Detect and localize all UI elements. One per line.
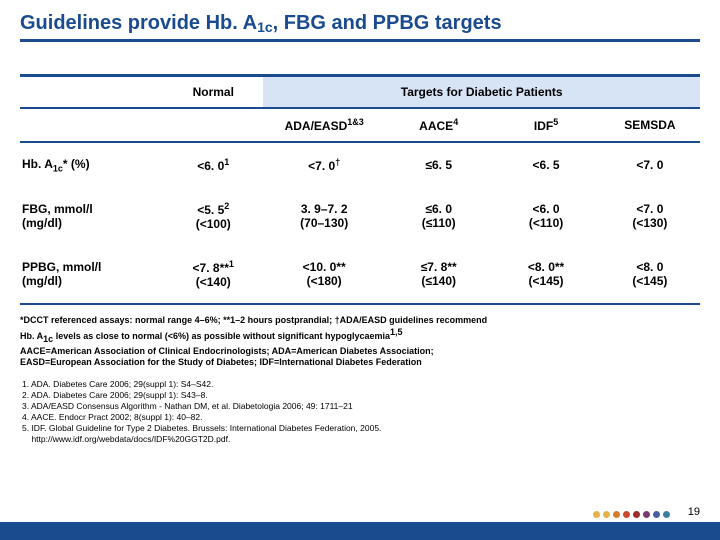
- header-idf: IDF5: [492, 108, 599, 142]
- footnote-line3: AACE=American Association of Clinical En…: [20, 346, 700, 358]
- header-aace: AACE4: [385, 108, 492, 142]
- dot-icon: [623, 511, 630, 518]
- page-number: 19: [688, 506, 700, 518]
- header-semsda: SEMSDA: [600, 108, 700, 142]
- row3-ada: <10. 0**(<180): [263, 245, 385, 304]
- row1-idf: <6. 5: [492, 142, 599, 187]
- row2-label: FBG, mmol/l(mg/dl): [20, 187, 163, 245]
- header-ada: ADA/EASD1&3: [263, 108, 385, 142]
- footnote-line1: *DCCT referenced assays: normal range 4–…: [20, 315, 700, 327]
- dot-icon: [643, 511, 650, 518]
- row-ppbg: PPBG, mmol/l(mg/dl) <7. 8**1(<140) <10. …: [20, 245, 700, 304]
- row3-idf: <8. 0**(<145): [492, 245, 599, 304]
- row1-aace: ≤6. 5: [385, 142, 492, 187]
- row1-ada: <7. 0†: [263, 142, 385, 187]
- header2-blank2: [163, 108, 263, 142]
- header-blank: [20, 76, 163, 109]
- header-normal: Normal: [163, 76, 263, 109]
- ref-2: 2. ADA. Diabetes Care 2006; 29(suppl 1):…: [22, 390, 700, 401]
- dot-icon: [633, 511, 640, 518]
- targets-table: Normal Targets for Diabetic Patients ADA…: [20, 74, 700, 305]
- row3-aace: ≤7. 8**(≤140): [385, 245, 492, 304]
- dot-icon: [613, 511, 620, 518]
- slide: Guidelines provide Hb. A1c, FBG and PPBG…: [0, 0, 720, 540]
- row-hba1c: Hb. A1c* (%) <6. 01 <7. 0† ≤6. 5 <6. 5 <…: [20, 142, 700, 187]
- footnote-line4: EASD=European Association for the Study …: [20, 357, 700, 369]
- footnotes: *DCCT referenced assays: normal range 4–…: [20, 315, 700, 369]
- title-subscript: 1c: [257, 19, 273, 35]
- header2-blank: [20, 108, 163, 142]
- ref-6: http://www.idf.org/webdata/docs/IDF%20GG…: [22, 434, 700, 445]
- table-container: Normal Targets for Diabetic Patients ADA…: [20, 74, 700, 305]
- row1-normal: <6. 01: [163, 142, 263, 187]
- bottom-bar: [0, 522, 720, 540]
- dot-icon: [653, 511, 660, 518]
- ref-3: 3. ADA/EASD Consensus Algorithm - Nathan…: [22, 401, 700, 412]
- ref-5: 5. IDF. Global Guideline for Type 2 Diab…: [22, 423, 700, 434]
- slide-title: Guidelines provide Hb. A1c, FBG and PPBG…: [20, 12, 700, 42]
- ref-1: 1. ADA. Diabetes Care 2006; 29(suppl 1):…: [22, 379, 700, 390]
- row2-sem: <7. 0(<130): [600, 187, 700, 245]
- decoration-dots: [593, 511, 670, 518]
- row2-idf: <6. 0(<110): [492, 187, 599, 245]
- header-row-2: ADA/EASD1&3 AACE4 IDF5 SEMSDA: [20, 108, 700, 142]
- row-fbg: FBG, mmol/l(mg/dl) <5. 52(<100) 3. 9–7. …: [20, 187, 700, 245]
- title-prefix: Guidelines provide Hb. A: [20, 12, 257, 34]
- dot-icon: [593, 511, 600, 518]
- footnote-line2: Hb. A1c levels as close to normal (<6%) …: [20, 327, 700, 345]
- row3-sem: <8. 0(<145): [600, 245, 700, 304]
- row1-label: Hb. A1c* (%): [20, 142, 163, 187]
- row2-normal: <5. 52(<100): [163, 187, 263, 245]
- row3-label: PPBG, mmol/l(mg/dl): [20, 245, 163, 304]
- dot-icon: [663, 511, 670, 518]
- header-row-1: Normal Targets for Diabetic Patients: [20, 76, 700, 109]
- title-suffix: , FBG and PPBG targets: [273, 12, 502, 34]
- ref-4: 4. AACE. Endocr Pract 2002; 8(suppl 1): …: [22, 412, 700, 423]
- row2-aace: ≤6. 0(≤110): [385, 187, 492, 245]
- row1-sem: <7. 0: [600, 142, 700, 187]
- header-targets: Targets for Diabetic Patients: [263, 76, 700, 109]
- references: 1. ADA. Diabetes Care 2006; 29(suppl 1):…: [20, 379, 700, 445]
- row3-normal: <7. 8**1(<140): [163, 245, 263, 304]
- dot-icon: [603, 511, 610, 518]
- row2-ada: 3. 9–7. 2(70–130): [263, 187, 385, 245]
